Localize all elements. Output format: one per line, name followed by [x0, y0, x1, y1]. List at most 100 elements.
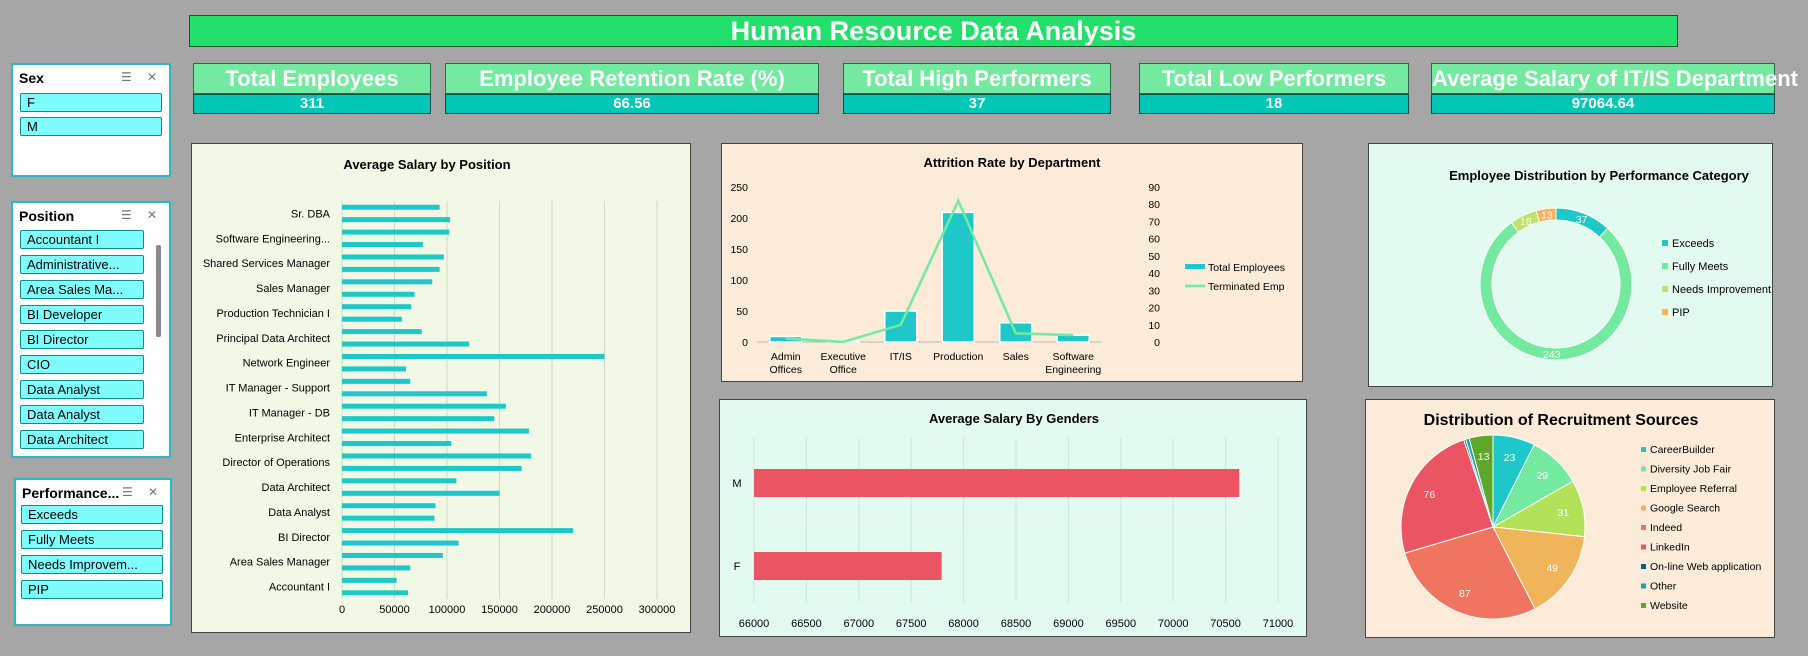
bar [342, 254, 444, 260]
y2-tick-label: 20 [1148, 303, 1160, 315]
x-tick-label: 66000 [739, 618, 770, 630]
chart-performance-distribution: Employee Distribution by Performance Cat… [1368, 143, 1773, 387]
slicer-item[interactable]: Needs Improvem... [21, 555, 163, 574]
data-label: 243 [1543, 349, 1561, 361]
slicer-item[interactable]: Data Analyst [20, 380, 144, 399]
multi-select-icon[interactable]: ☰ [121, 70, 132, 84]
slicer-item-m[interactable]: M [20, 117, 162, 136]
data-label: 29 [1536, 470, 1548, 482]
data-label: 13 [1478, 451, 1490, 463]
chart-title: Distribution of Recruitment Sources [1424, 412, 1699, 429]
legend-label: Exceeds [1672, 238, 1715, 250]
clear-filter-icon[interactable]: ✕ [148, 485, 159, 499]
x-tick-label: Production [933, 351, 983, 363]
slicer-item-f[interactable]: F [20, 93, 162, 112]
chart-title: Employee Distribution by Performance Cat… [1449, 168, 1750, 183]
bar [342, 540, 459, 546]
x-tick-label: 67500 [896, 618, 927, 630]
x-tick-label: 68000 [948, 618, 979, 630]
slicer-item[interactable]: BI Developer [20, 305, 144, 324]
x-tick-label: 66500 [791, 618, 822, 630]
legend: Exceeds Fully Meets Needs Improvement PIP [1662, 238, 1771, 319]
chart-title: Attrition Rate by Department [924, 155, 1102, 170]
pie: 23 29 31 49 87 76 13 [1400, 434, 1586, 620]
y-tick-labels: Sr. DBA Software Engineering... Shared Ser… [203, 208, 331, 593]
y-tick-label: Shared Services Manager [203, 258, 331, 270]
y-tick-label: M [732, 478, 741, 490]
x-tick-label: 70000 [1158, 618, 1189, 630]
legend-label: Needs Improvement [1672, 284, 1771, 296]
bar [342, 304, 412, 310]
x-tick-label: Admin [771, 351, 801, 363]
line-series [785, 197, 1074, 344]
bar [342, 465, 522, 471]
slicer-item[interactable]: Exceeds [21, 505, 163, 524]
slicer-item[interactable]: Administrative... [20, 255, 144, 274]
slicer-item[interactable]: CIO [20, 355, 144, 374]
y2-tick-label: 0 [1154, 337, 1160, 349]
legend-swatch [1641, 603, 1646, 608]
kpi-label: Total Low Performers [1139, 63, 1409, 94]
kpi-label: Total High Performers [843, 63, 1111, 94]
doughnut: 37 243 18 13 [1479, 207, 1633, 361]
x-tick-label: 68500 [1001, 618, 1032, 630]
kpi-value: 66.56 [445, 94, 819, 114]
x-tick-label: Engineering [1045, 364, 1101, 376]
multi-select-icon[interactable]: ☰ [122, 485, 133, 499]
y2-tick-label: 90 [1148, 182, 1160, 194]
chart-attrition-by-department: Attrition Rate by Department 05010015020… [721, 143, 1303, 382]
bar [342, 217, 451, 223]
slicer-item[interactable]: Accountant I [20, 230, 144, 249]
data-label: 13 [1541, 210, 1553, 222]
bar [342, 366, 407, 372]
bar [342, 341, 470, 347]
legend-swatch [1662, 286, 1668, 292]
slicer-item[interactable]: PIP [21, 580, 163, 599]
kpi-value: 97064.64 [1431, 94, 1775, 114]
legend-swatch [1641, 447, 1646, 452]
x-tick-label: Sales [1003, 351, 1029, 363]
bar [884, 310, 918, 343]
bars [342, 204, 605, 596]
axes: 0 50 100 150 200 250 0 10 20 30 40 50 60 70 80 90 [730, 182, 1160, 349]
legend-swatch [1662, 263, 1668, 269]
data-label: 23 [1504, 452, 1516, 464]
y-tick-label: Production Technician I [216, 308, 330, 320]
clear-filter-icon[interactable]: ✕ [147, 70, 158, 84]
bar [754, 469, 1240, 497]
legend: CareerBuilder Diversity Job Fair Employee … [1641, 444, 1761, 612]
y-tick-label: Sr. DBA [291, 208, 331, 220]
x-tick-label: 67000 [844, 618, 875, 630]
slicer-item[interactable]: BI Director [20, 330, 144, 349]
y2-tick-label: 30 [1148, 285, 1160, 297]
bar [342, 441, 452, 447]
y-tick-label: IT Manager - DB [249, 407, 330, 419]
bar [342, 552, 443, 558]
bar [342, 416, 495, 422]
multi-select-icon[interactable]: ☰ [121, 208, 132, 222]
slicer-scrollbar[interactable] [156, 245, 161, 337]
bar [754, 552, 942, 580]
legend-swatch [1641, 583, 1646, 589]
x-tick-label: IT/IS [890, 351, 912, 363]
slicer-item[interactable]: Data Architect [20, 430, 144, 449]
y2-tick-label: 10 [1148, 320, 1160, 332]
legend-label: Diversity Job Fair [1650, 464, 1732, 476]
data-label: 76 [1423, 489, 1435, 501]
bar [342, 528, 573, 534]
x-tick-label: 71000 [1263, 618, 1294, 630]
legend-swatch [1641, 466, 1646, 472]
x-tick-label: 50000 [379, 604, 410, 616]
bar [342, 242, 423, 248]
kpi-label: Employee Retention Rate (%) [445, 63, 819, 94]
slicer-item[interactable]: Area Sales Ma... [20, 280, 144, 299]
x-tick-label: 0 [339, 604, 345, 616]
data-label: 18 [1520, 216, 1532, 228]
bar [342, 590, 409, 596]
bar [342, 515, 435, 521]
slicer-item[interactable]: Data Analyst [20, 405, 144, 424]
slicer-item[interactable]: Fully Meets [21, 530, 163, 549]
clear-filter-icon[interactable]: ✕ [147, 208, 158, 222]
kpi-value: 37 [843, 94, 1111, 114]
